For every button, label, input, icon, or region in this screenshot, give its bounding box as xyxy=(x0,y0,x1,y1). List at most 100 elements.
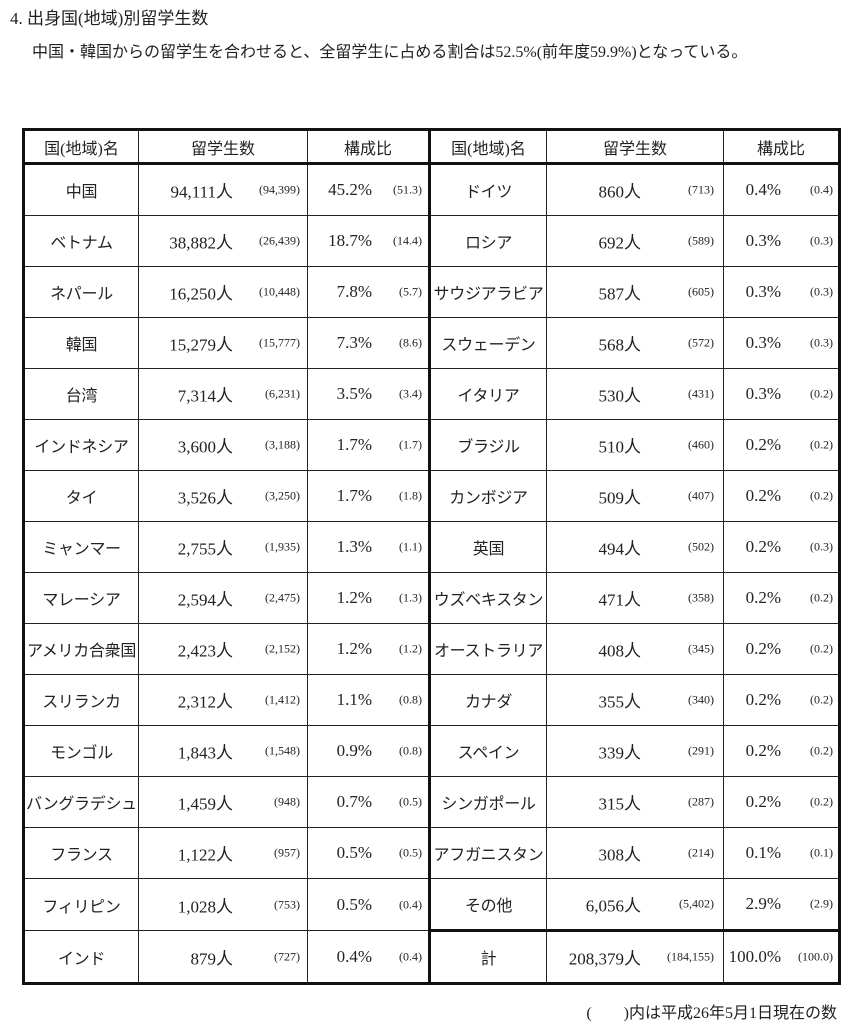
footnote: ( )内は平成26年5月1日現在の数 xyxy=(586,1005,837,1022)
ratio-cell: 0.4% (0.4) xyxy=(307,930,430,984)
country-name-cell: シンガポール xyxy=(428,776,547,828)
student-count-cell: 308人 (214) xyxy=(546,827,724,879)
student-count: 879人 xyxy=(190,949,234,968)
previous-year-count: (345) xyxy=(688,641,714,656)
student-count: 38,882人 xyxy=(169,233,233,253)
table-row: スリランカ 2,312人 (1,412) 1.1% (0.8) カナダ 355人 (340) 0… xyxy=(23,674,840,726)
previous-year-count: (589) xyxy=(688,233,714,248)
previous-year-ratio: (0.4) xyxy=(399,949,422,963)
ratio: 0.2% xyxy=(745,792,781,811)
previous-year-count: (6,231) xyxy=(265,386,300,401)
country-name-cell: ミャンマー xyxy=(23,521,139,573)
student-count-cell: 94,111人 (94,399) xyxy=(138,163,308,216)
previous-year-ratio: (0.2) xyxy=(810,386,833,401)
previous-year-ratio: (1.8) xyxy=(399,488,422,503)
ratio: 0.5% xyxy=(336,843,372,862)
previous-year-count: (948) xyxy=(274,794,300,809)
student-count: 510人 xyxy=(598,437,642,457)
ratio: 0.7% xyxy=(336,792,372,811)
previous-year-ratio: (0.2) xyxy=(810,590,833,605)
student-count: 2,755人 xyxy=(177,539,233,559)
previous-year-count: (214) xyxy=(688,845,714,860)
student-count: 1,122人 xyxy=(177,845,233,865)
ratio: 7.8% xyxy=(336,282,372,301)
previous-year-count: (1,935) xyxy=(265,539,300,554)
student-count-cell: 7,314人 (6,231) xyxy=(138,368,308,420)
previous-year-count: (407) xyxy=(688,488,714,503)
previous-year-ratio: (0.1) xyxy=(810,845,833,860)
ratio-cell: 0.2% (0.2) xyxy=(723,623,840,675)
previous-year-count: (713) xyxy=(688,182,714,197)
student-count: 494人 xyxy=(598,539,642,559)
country-name-cell: フィリピン xyxy=(23,878,139,931)
country-name-cell: 韓国 xyxy=(23,317,139,369)
ratio-cell: 7.8% (5.7) xyxy=(307,266,430,318)
student-count-cell: 315人 (287) xyxy=(546,776,724,828)
table-row: バングラデシュ 1,459人 (948) 0.7% (0.5) シンガポール 315人 (28… xyxy=(23,776,840,828)
ratio-cell: 0.7% (0.5) xyxy=(307,776,430,828)
student-count: 1,843人 xyxy=(177,743,233,763)
ratio-cell: 3.5% (3.4) xyxy=(307,368,430,420)
country-name-cell: カンボジア xyxy=(428,470,547,522)
student-count: 208,379人 xyxy=(568,949,641,969)
student-count: 16,250人 xyxy=(169,284,233,304)
ratio-cell: 0.2% (0.2) xyxy=(723,674,840,726)
student-count-cell: 408人 (345) xyxy=(546,623,724,675)
country-name-cell: サウジアラビア xyxy=(428,266,547,318)
ratio: 0.2% xyxy=(745,537,781,556)
previous-year-ratio: (0.5) xyxy=(399,845,422,860)
table-row: マレーシア 2,594人 (2,475) 1.2% (1.3) ウズベキスタン 471人 (3… xyxy=(23,572,840,624)
ratio: 1.1% xyxy=(336,690,372,709)
ratio: 1.2% xyxy=(336,639,372,658)
previous-year-ratio: (0.2) xyxy=(810,794,833,809)
country-name-cell: インド xyxy=(23,930,139,984)
table-row: ネパール 16,250人 (10,448) 7.8% (5.7) サウジアラビア 587人 (… xyxy=(23,266,840,318)
country-name-cell: ドイツ xyxy=(428,163,547,216)
previous-year-count: (291) xyxy=(688,743,714,758)
previous-year-count: (753) xyxy=(274,897,300,911)
country-name-cell: マレーシア xyxy=(23,572,139,624)
student-count: 2,312人 xyxy=(177,692,233,712)
previous-year-ratio: (8.6) xyxy=(399,335,422,350)
table-row: 中国 94,111人 (94,399) 45.2% (51.3) ドイツ 860人 (713)… xyxy=(23,163,840,216)
ratio: 1.2% xyxy=(336,588,372,607)
previous-year-count: (94,399) xyxy=(259,182,300,197)
previous-year-count: (2,475) xyxy=(265,590,300,605)
ratio: 0.4% xyxy=(336,946,372,966)
table-row: インド 879人 (727) 0.4% (0.4) 計 208,379人 (184,155) 1… xyxy=(23,929,840,984)
ratio: 0.9% xyxy=(336,741,372,760)
student-count-cell: 879人 (727) xyxy=(138,930,308,984)
student-count: 315人 xyxy=(598,794,642,814)
country-name-cell: 中国 xyxy=(23,163,139,216)
student-count: 355人 xyxy=(598,692,642,712)
student-count-cell: 2,423人 (2,152) xyxy=(138,623,308,675)
country-name-cell: イタリア xyxy=(428,368,547,420)
country-name-cell: インドネシア xyxy=(23,419,139,471)
student-count-cell: 16,250人 (10,448) xyxy=(138,266,308,318)
country-name-cell: タイ xyxy=(23,470,139,522)
student-count-cell: 339人 (291) xyxy=(546,725,724,777)
table-row: タイ 3,526人 (3,250) 1.7% (1.8) カンボジア 509人 (407) 0.… xyxy=(23,470,840,522)
previous-year-ratio: (0.3) xyxy=(810,539,833,554)
country-name-cell: ウズベキスタン xyxy=(428,572,547,624)
header-count: 留学生数 xyxy=(546,129,724,165)
country-name-cell: スリランカ xyxy=(23,674,139,726)
previous-year-ratio: (5.7) xyxy=(399,284,422,299)
previous-year-count: (340) xyxy=(688,692,714,707)
ratio-cell: 1.2% (1.3) xyxy=(307,572,430,624)
ratio-cell: 0.2% (0.2) xyxy=(723,776,840,828)
student-count: 587人 xyxy=(598,284,642,304)
country-name-cell: カナダ xyxy=(428,674,547,726)
country-name-cell: バングラデシュ xyxy=(23,776,139,828)
student-count-cell: 530人 (431) xyxy=(546,368,724,420)
previous-year-count: (957) xyxy=(274,845,300,860)
previous-year-ratio: (0.4) xyxy=(399,897,422,911)
previous-year-count: (605) xyxy=(688,284,714,299)
ratio: 0.2% xyxy=(745,588,781,607)
previous-year-count: (502) xyxy=(688,539,714,554)
table-row: ミャンマー 2,755人 (1,935) 1.3% (1.1) 英国 494人 (502) 0.… xyxy=(23,521,840,573)
previous-year-ratio: (0.3) xyxy=(810,233,833,248)
header-ratio: 構成比 xyxy=(307,129,430,165)
previous-year-count: (287) xyxy=(688,794,714,809)
student-count: 3,526人 xyxy=(177,488,233,508)
